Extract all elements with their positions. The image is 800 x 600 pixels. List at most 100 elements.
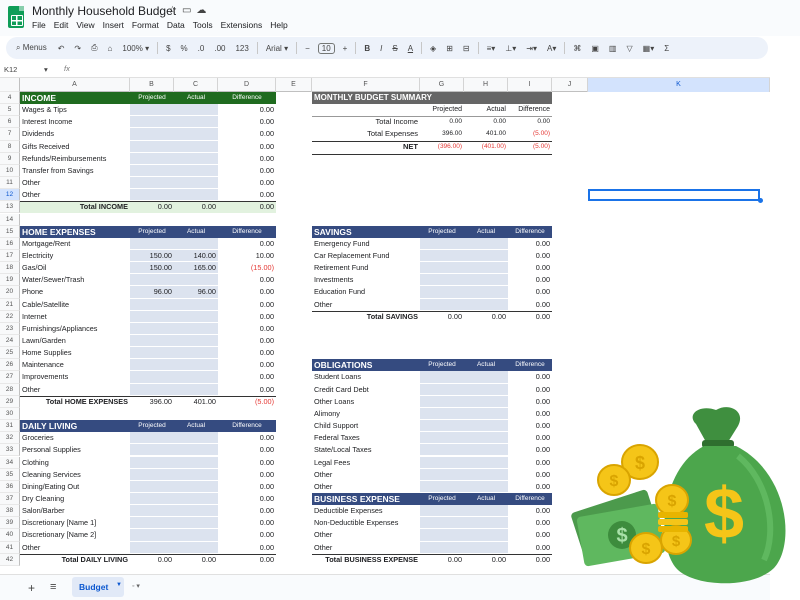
row-header[interactable]: 8: [0, 140, 20, 153]
input-cell[interactable]: [130, 529, 174, 542]
input-cell[interactable]: [130, 164, 174, 178]
input-cell[interactable]: [174, 104, 218, 117]
row-header[interactable]: 5: [0, 104, 20, 117]
row-header[interactable]: 12: [0, 189, 20, 202]
row-header[interactable]: 32: [0, 432, 20, 445]
input-cell[interactable]: [130, 140, 174, 153]
input-cell[interactable]: [174, 189, 218, 202]
input-cell[interactable]: [464, 274, 508, 287]
input-cell[interactable]: [174, 164, 218, 178]
input-cell[interactable]: [174, 492, 218, 506]
menu-data[interactable]: Data: [166, 20, 185, 30]
menu-tools[interactable]: Tools: [192, 20, 213, 30]
row-header[interactable]: 38: [0, 505, 20, 518]
input-cell[interactable]: [130, 298, 174, 311]
row-header[interactable]: 18: [0, 262, 20, 275]
input-cell[interactable]: [420, 420, 464, 433]
input-cell[interactable]: [174, 116, 218, 129]
input-cell[interactable]: [420, 395, 464, 408]
row-header[interactable]: 4: [0, 92, 20, 105]
add-sheet-button[interactable]: +: [28, 581, 36, 595]
row-header[interactable]: 39: [0, 517, 20, 530]
input-cell[interactable]: [420, 505, 464, 518]
input-cell[interactable]: [464, 249, 508, 263]
input-cell[interactable]: [130, 237, 174, 250]
filter-views-icon[interactable]: ▦▾: [642, 43, 655, 53]
column-header-j[interactable]: J: [552, 78, 588, 92]
menu-help[interactable]: Help: [270, 20, 288, 30]
input-cell[interactable]: [174, 359, 218, 372]
menu-insert[interactable]: Insert: [102, 20, 124, 30]
menu-format[interactable]: Format: [131, 20, 159, 30]
input-cell[interactable]: [420, 480, 464, 493]
input-cell[interactable]: [130, 189, 174, 202]
folder-icon[interactable]: ▭: [181, 5, 197, 16]
input-cell[interactable]: [420, 274, 464, 287]
input-cell[interactable]: [130, 177, 174, 190]
column-header-e[interactable]: E: [276, 78, 312, 92]
input-cell[interactable]: [130, 274, 174, 287]
increase-decimal-button[interactable]: .00: [214, 43, 226, 53]
input-cell[interactable]: [174, 322, 218, 335]
row-header[interactable]: 40: [0, 529, 20, 542]
input-cell[interactable]: [174, 371, 218, 384]
row-header[interactable]: 31: [0, 420, 20, 433]
text-wrap-icon[interactable]: ⇥▾: [526, 43, 537, 53]
column-header-a[interactable]: A: [20, 78, 130, 92]
input-cell[interactable]: [464, 298, 508, 311]
input-cell[interactable]: [130, 116, 174, 129]
sheets-logo-icon[interactable]: [8, 6, 24, 28]
row-header[interactable]: 27: [0, 371, 20, 384]
row-header[interactable]: 19: [0, 274, 20, 287]
selected-cell-k12[interactable]: [588, 189, 760, 202]
zoom-select[interactable]: 100% ▾: [122, 43, 150, 53]
insert-chart-icon[interactable]: ▥: [608, 43, 617, 53]
number-format-button[interactable]: 123: [235, 43, 249, 53]
input-cell[interactable]: [420, 407, 464, 421]
row-header[interactable]: 21: [0, 298, 20, 311]
column-header-b[interactable]: B: [130, 78, 174, 92]
row-header[interactable]: 14: [0, 213, 20, 226]
row-header[interactable]: 36: [0, 480, 20, 493]
select-all-corner[interactable]: [0, 78, 20, 92]
input-cell[interactable]: [174, 177, 218, 190]
input-cell[interactable]: [464, 420, 508, 433]
input-cell[interactable]: [420, 298, 464, 311]
all-sheets-menu-icon[interactable]: ≡: [50, 581, 57, 593]
row-header[interactable]: 13: [0, 201, 20, 214]
input-cell[interactable]: [174, 140, 218, 153]
menu-edit[interactable]: Edit: [53, 20, 69, 30]
row-header[interactable]: 37: [0, 492, 20, 506]
input-cell[interactable]: [130, 262, 174, 275]
input-cell[interactable]: [464, 468, 508, 481]
input-cell[interactable]: [174, 298, 218, 311]
input-cell[interactable]: [174, 274, 218, 287]
italic-button[interactable]: I: [380, 43, 383, 53]
input-cell[interactable]: [420, 237, 464, 250]
input-cell[interactable]: [174, 237, 218, 250]
percent-format-button[interactable]: %: [180, 43, 188, 53]
input-cell[interactable]: [174, 529, 218, 542]
print-icon[interactable]: ⎙: [91, 43, 98, 52]
input-cell[interactable]: [420, 432, 464, 445]
input-cell[interactable]: [420, 444, 464, 457]
input-cell[interactable]: [420, 529, 464, 542]
input-cell[interactable]: [130, 152, 174, 165]
input-cell[interactable]: [130, 359, 174, 372]
menu-extensions[interactable]: Extensions: [220, 20, 263, 30]
input-cell[interactable]: [420, 468, 464, 481]
row-header[interactable]: 24: [0, 335, 20, 348]
row-header[interactable]: 9: [0, 152, 20, 165]
input-cell[interactable]: [174, 456, 218, 469]
input-cell[interactable]: [174, 541, 218, 554]
column-header-c[interactable]: C: [174, 78, 218, 92]
row-header[interactable]: 22: [0, 310, 20, 323]
undo-icon[interactable]: ↶: [57, 43, 65, 53]
redo-icon[interactable]: ↷: [74, 43, 82, 53]
input-cell[interactable]: [420, 286, 464, 299]
row-header[interactable]: 10: [0, 164, 20, 178]
input-cell[interactable]: [464, 444, 508, 457]
input-cell[interactable]: [464, 237, 508, 250]
input-cell[interactable]: [174, 152, 218, 165]
input-cell[interactable]: [174, 128, 218, 141]
